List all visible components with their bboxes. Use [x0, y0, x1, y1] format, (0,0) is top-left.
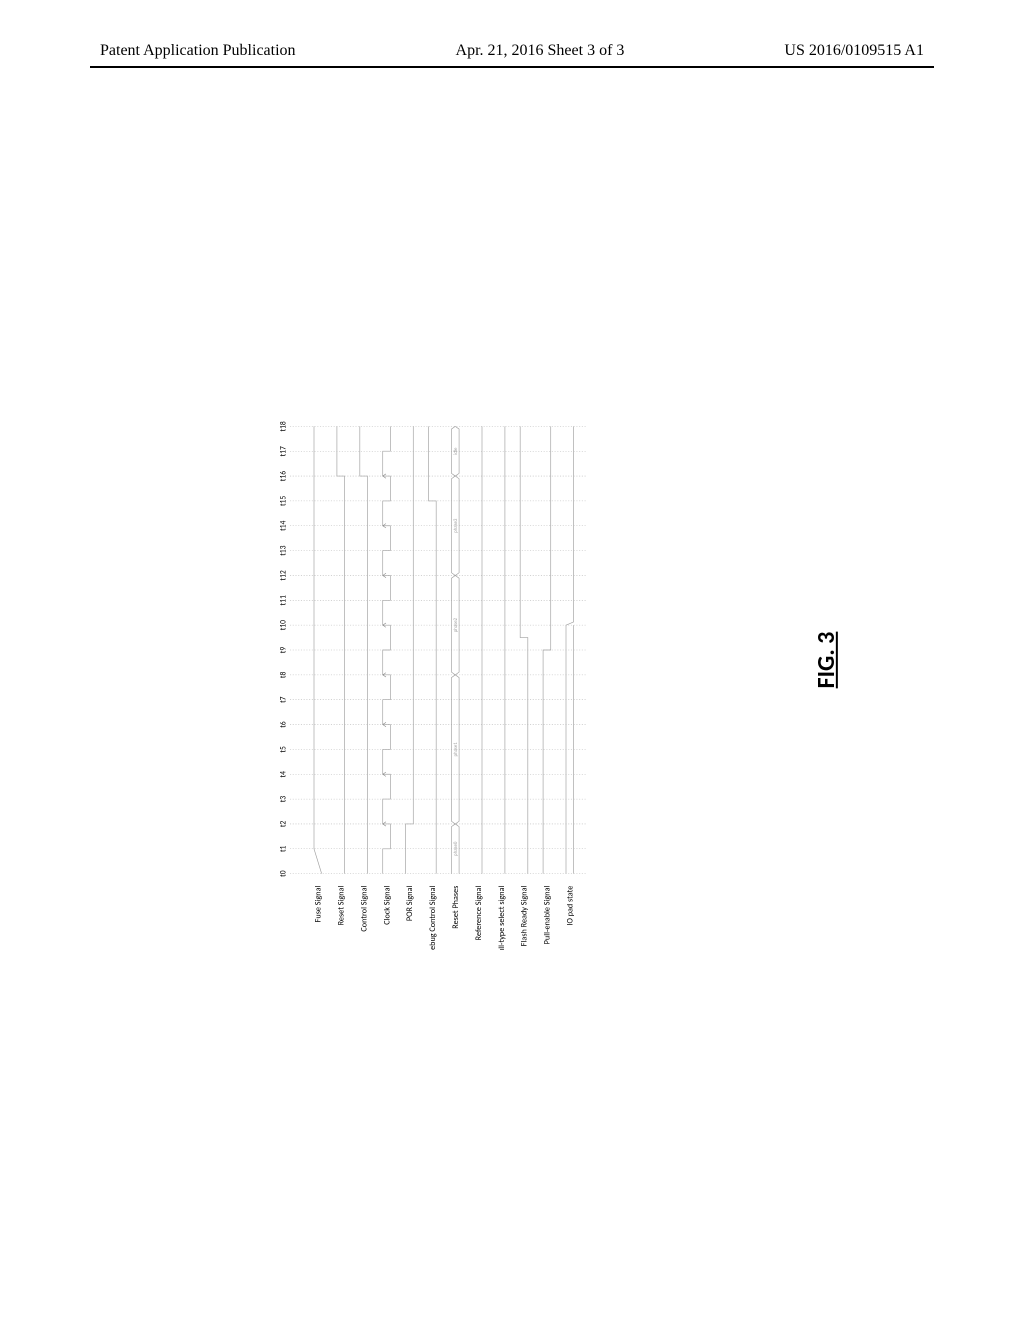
waveform-clock [383, 426, 391, 873]
time-tick-label: t8 [280, 672, 289, 679]
time-tick-label: t14 [280, 520, 289, 530]
time-tick-label: t16 [280, 471, 289, 481]
time-tick-label: t5 [280, 746, 289, 753]
waveform-level [543, 426, 551, 873]
time-tick-label: t10 [280, 620, 289, 630]
bus-phase-label: idle [453, 447, 459, 455]
signal-label: Reset Signal [336, 886, 346, 926]
header-left: Patent Application Publication [100, 42, 296, 60]
bus-phase-label: phase1 [453, 742, 459, 757]
bus-phase-label: phase2 [453, 617, 459, 632]
waveform-level [520, 426, 528, 873]
signal-label: Reset Phases [451, 886, 461, 929]
bus-phase-label: phase3 [453, 518, 459, 533]
time-tick-label: t7 [280, 696, 289, 703]
timing-diagram-svg: t0 t1 t2 t3 t4 t5 t6 t7 t8 t9 t10 t11 t12 t13 t14 t15 t1… [60, 350, 880, 950]
signal-label: Control Signal [359, 886, 369, 932]
time-tick-label: t17 [280, 446, 289, 456]
signal-label: POR Signal [405, 886, 415, 922]
bus-phase-label: phase0 [453, 841, 459, 856]
figure-caption: FIG. 3 [812, 632, 841, 689]
time-tick-label: t13 [280, 545, 289, 555]
time-tick-label: t4 [280, 771, 289, 778]
signal-label: Pull-enable Signal [543, 886, 553, 945]
time-tick-label: t1 [280, 845, 289, 852]
timing-diagram: t0 t1 t2 t3 t4 t5 t6 t7 t8 t9 t10 t11 t12 t13 t14 t15 t1… [170, 240, 770, 1060]
signal-label: IO pad state [566, 886, 576, 926]
time-tick-label: t12 [280, 570, 289, 580]
time-tick-label: t9 [280, 647, 289, 654]
time-tick-label: t6 [280, 721, 289, 728]
time-tick-label: t3 [280, 796, 289, 803]
time-tick-label: t15 [280, 496, 289, 506]
signal-label: Pull-type select signal [497, 886, 507, 950]
waveform-level [406, 426, 414, 873]
signal-label: Flash Ready Signal [520, 886, 530, 947]
header-center: Apr. 21, 2016 Sheet 3 of 3 [456, 42, 625, 60]
header-rule [90, 66, 934, 68]
time-tick-label: t0 [280, 870, 289, 877]
signal-label: Clock Signal [382, 886, 392, 925]
signal-label: Fuse Signal [314, 886, 324, 923]
waveform-level [337, 426, 345, 873]
waveform-hiz-collapse [566, 426, 574, 625]
time-tick-label: t2 [280, 821, 289, 828]
header-right: US 2016/0109515 A1 [784, 42, 924, 60]
signal-label: Debug Control Signal [428, 886, 438, 950]
time-tick-label: t11 [280, 595, 289, 605]
signal-label: Reference Signal [474, 886, 484, 941]
time-tick-label: t18 [280, 421, 289, 431]
